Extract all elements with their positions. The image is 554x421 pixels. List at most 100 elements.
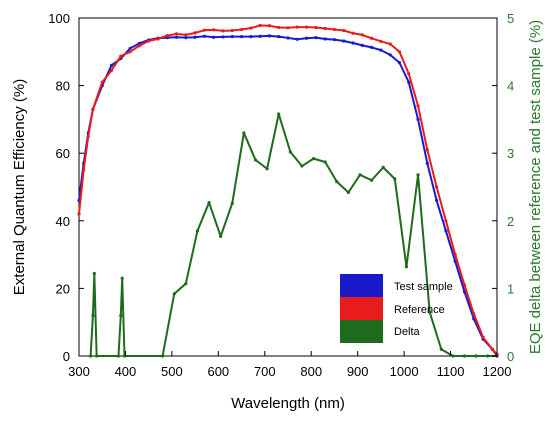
delta-point-13 (219, 234, 223, 238)
reference-point-20 (249, 26, 253, 30)
reference-point-8 (137, 44, 141, 48)
test-sample-point-38 (416, 117, 420, 121)
delta-point-24 (346, 190, 350, 195)
reference-point-34 (379, 39, 383, 43)
y-left-tick-label-5: 100 (48, 11, 70, 26)
test-sample-point-7 (128, 46, 132, 51)
y-left-tick-label-4: 80 (56, 79, 70, 94)
reference-point-28 (323, 26, 327, 31)
test-sample-point-31 (351, 41, 355, 45)
legend-swatch-reference (340, 297, 383, 320)
reference-point-3 (91, 107, 95, 111)
reference-point-43 (462, 283, 467, 287)
reference-point-2 (86, 134, 90, 138)
reference-point-29 (332, 27, 337, 32)
reference-point-30 (342, 28, 346, 33)
reference-point-7 (128, 50, 132, 54)
test-sample-point-17 (221, 35, 225, 39)
reference-line (78, 24, 498, 355)
delta-point-16 (253, 158, 258, 162)
test-sample-point-24 (286, 36, 290, 40)
right-y-axis-label: EQE delta between reference and test sam… (527, 20, 544, 354)
delta-point-22 (323, 160, 327, 164)
legend-swatch-test (340, 274, 383, 297)
series-layer (77, 23, 499, 358)
reference-point-42 (453, 253, 457, 257)
delta-point-17 (265, 167, 269, 171)
test-sample-point-14 (193, 35, 197, 39)
delta-point-3 (95, 354, 99, 358)
x-tick-label-2: 500 (161, 364, 183, 379)
delta-point-34 (462, 354, 467, 358)
delta-point-29 (404, 265, 409, 269)
delta-point-10 (184, 282, 188, 286)
reference-point-0 (77, 212, 81, 216)
reference-point-6 (119, 54, 123, 58)
delta-point-6 (120, 276, 124, 280)
reference-point-12 (174, 32, 179, 36)
test-sample-point-34 (379, 48, 383, 52)
y-right-tick-label-3: 3 (507, 146, 514, 161)
test-sample-point-40 (435, 198, 439, 203)
delta-point-5 (119, 313, 123, 318)
plot-area (78, 17, 498, 357)
test-sample-point-23 (277, 34, 281, 39)
delta-point-32 (439, 347, 443, 351)
legend: Test sample Reference Delta (340, 274, 453, 343)
y-right-tick-label-2: 2 (507, 214, 514, 229)
test-sample-point-33 (370, 45, 374, 50)
legend-swatch-delta (340, 320, 383, 343)
test-sample-point-41 (444, 229, 448, 233)
delta-point-19 (288, 150, 292, 154)
test-sample-point-43 (462, 290, 467, 294)
x-tick-label-4: 700 (254, 364, 276, 379)
delta-point-15 (242, 131, 246, 135)
reference-point-46 (490, 347, 494, 351)
y-right-tick-label-5: 5 (507, 11, 514, 26)
x-tick-label-5: 800 (300, 364, 322, 379)
test-sample-point-13 (184, 36, 188, 40)
test-sample-point-35 (388, 53, 392, 57)
test-sample-point-29 (332, 38, 337, 42)
delta-point-26 (370, 178, 374, 182)
test-sample-point-16 (212, 35, 216, 39)
y-left-tick-label-3: 60 (56, 146, 70, 161)
test-sample-point-32 (360, 43, 364, 47)
reference-point-32 (360, 33, 364, 37)
test-sample-point-21 (258, 34, 262, 38)
delta-point-31 (428, 310, 432, 314)
y-right-tick-label-1: 1 (507, 281, 514, 296)
test-sample-point-19 (239, 34, 244, 39)
reference-point-44 (472, 312, 476, 316)
test-sample-point-28 (323, 37, 327, 41)
reference-point-5 (109, 68, 114, 72)
delta-point-4 (116, 354, 121, 358)
test-sample-point-37 (407, 80, 411, 84)
delta-point-35 (474, 354, 478, 358)
delta-point-36 (486, 354, 490, 358)
axes-layer: 300 400 500 600 700 800 900 1000 1100 12000204060… (48, 11, 514, 379)
delta-point-25 (358, 173, 362, 177)
delta-point-27 (381, 165, 385, 169)
delta-point-14 (230, 201, 234, 205)
reference-point-45 (481, 335, 485, 340)
legend-label-test: Test sample (394, 281, 453, 293)
delta-point-0 (89, 354, 93, 358)
delta-point-23 (335, 179, 339, 184)
x-tick-label-3: 600 (207, 364, 229, 379)
test-sample-point-22 (267, 34, 272, 38)
reference-point-16 (212, 28, 216, 32)
reference-point-1 (82, 168, 86, 172)
left-y-axis-label: External Quantum Efficiency (%) (11, 79, 28, 295)
delta-point-28 (393, 177, 397, 181)
reference-point-24 (286, 26, 290, 30)
reference-point-26 (304, 25, 309, 29)
delta-point-21 (311, 157, 316, 161)
test-sample-point-30 (342, 39, 346, 43)
reference-point-25 (295, 25, 299, 29)
legend-label-reference: Reference (394, 304, 445, 316)
reference-point-23 (277, 25, 281, 30)
x-tick-label-0: 300 (68, 364, 90, 379)
delta-point-33 (451, 354, 455, 358)
reference-point-40 (435, 185, 439, 189)
